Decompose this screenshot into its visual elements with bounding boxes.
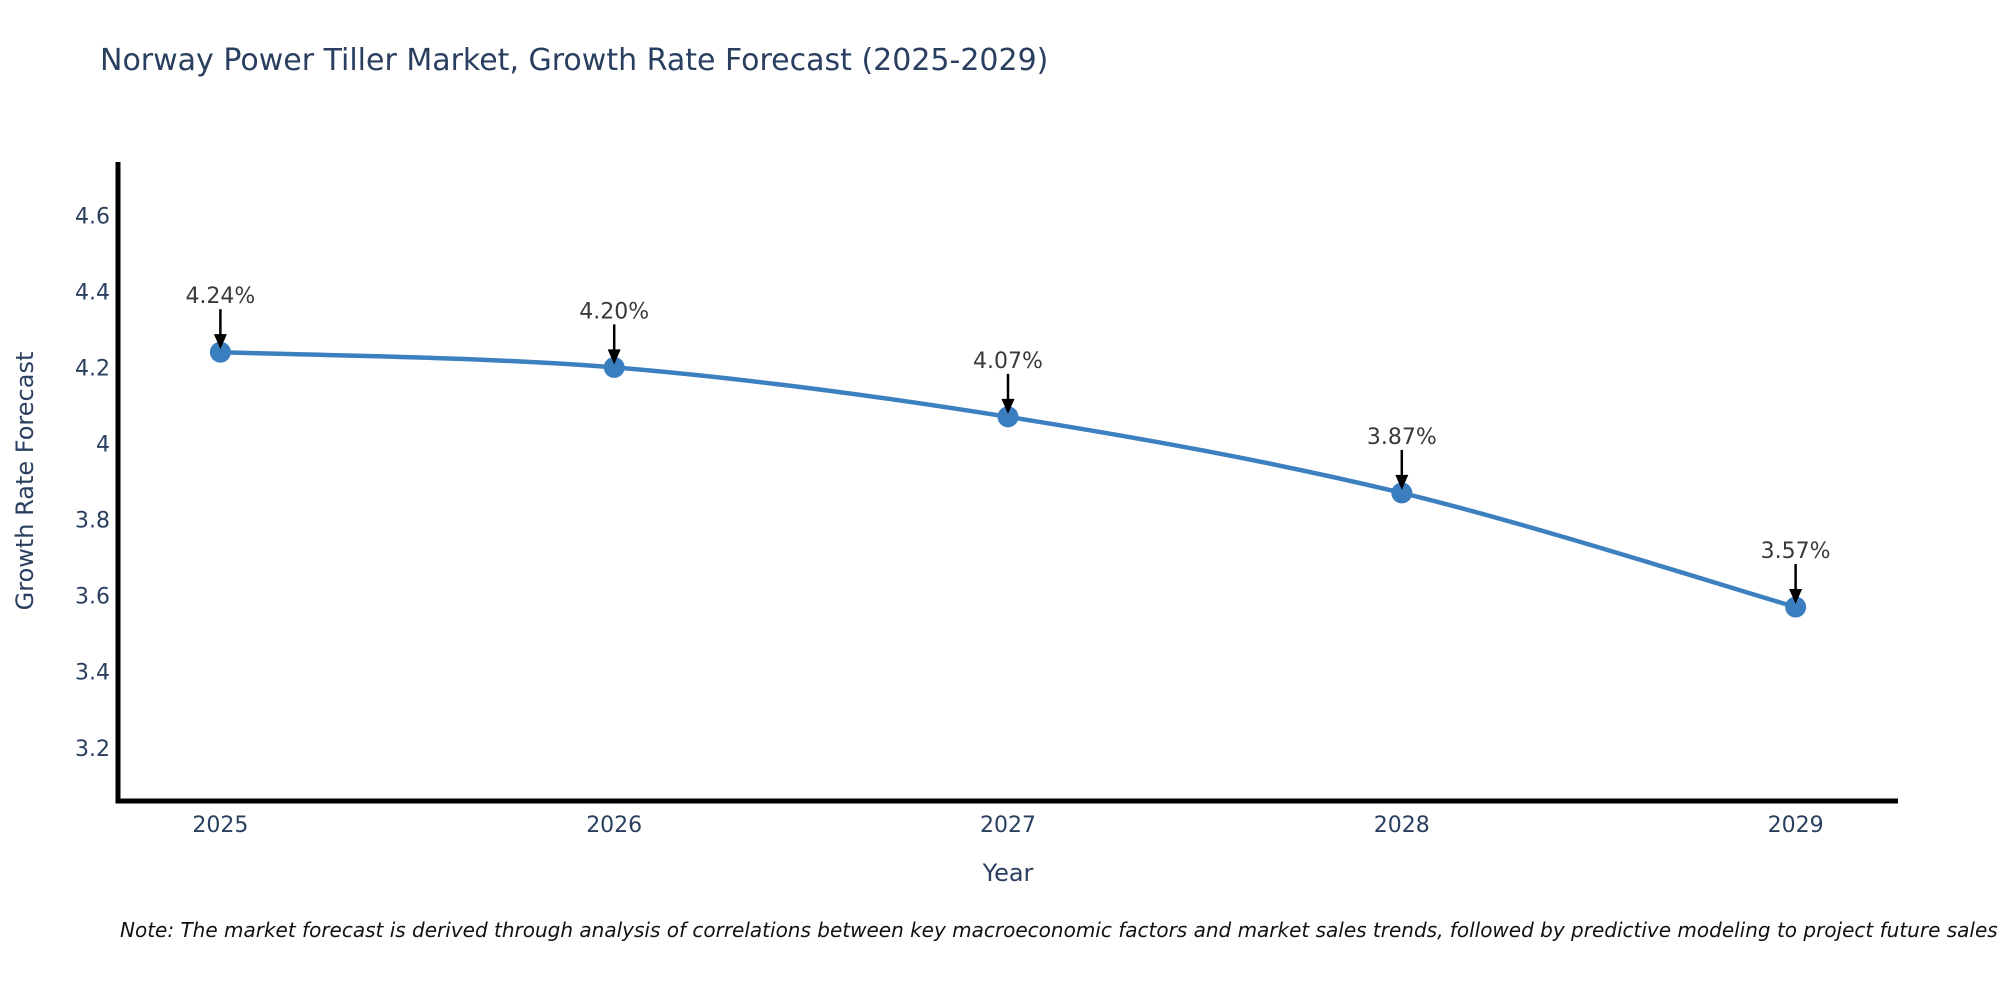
annotation-arrowhead-icon: [1789, 589, 1803, 605]
annotation-arrowhead-icon: [213, 334, 227, 350]
annotation-arrowhead-icon: [1001, 398, 1015, 414]
y-tick-label: 3.8: [75, 509, 110, 534]
y-tick-label: 4: [96, 432, 110, 457]
x-axis-title: Year: [982, 859, 1034, 887]
y-tick-label: 4.4: [75, 280, 110, 305]
chart-title: Norway Power Tiller Market, Growth Rate …: [100, 43, 1049, 78]
data-point-marker: [1391, 482, 1413, 504]
data-point-label: 4.07%: [973, 349, 1043, 374]
data-point-label: 4.20%: [579, 299, 649, 324]
footnote: Note: The market forecast is derived thr…: [120, 918, 1998, 942]
y-tick-label: 3.2: [75, 737, 110, 762]
x-tick-label: 2029: [1768, 813, 1824, 838]
data-point-marker: [997, 406, 1019, 428]
data-point-label: 3.57%: [1761, 539, 1831, 564]
x-tick-label: 2028: [1374, 813, 1430, 838]
y-tick-label: 3.4: [75, 661, 110, 686]
x-tick-label: 2027: [980, 813, 1036, 838]
annotation-arrowhead-icon: [1395, 474, 1409, 490]
annotation-arrowhead-icon: [607, 349, 621, 365]
data-point-marker: [209, 341, 231, 363]
y-tick-label: 4.6: [75, 204, 110, 229]
data-point-label: 3.87%: [1367, 425, 1437, 450]
y-tick-label: 3.6: [75, 585, 110, 610]
x-tick-label: 2025: [192, 813, 248, 838]
y-tick-label: 4.2: [75, 356, 110, 381]
data-point-marker: [603, 356, 625, 378]
x-tick-label: 2026: [586, 813, 642, 838]
data-point-label: 4.24%: [185, 284, 255, 309]
y-axis-title: Growth Rate Forecast: [11, 351, 39, 611]
data-point-marker: [1785, 596, 1807, 618]
